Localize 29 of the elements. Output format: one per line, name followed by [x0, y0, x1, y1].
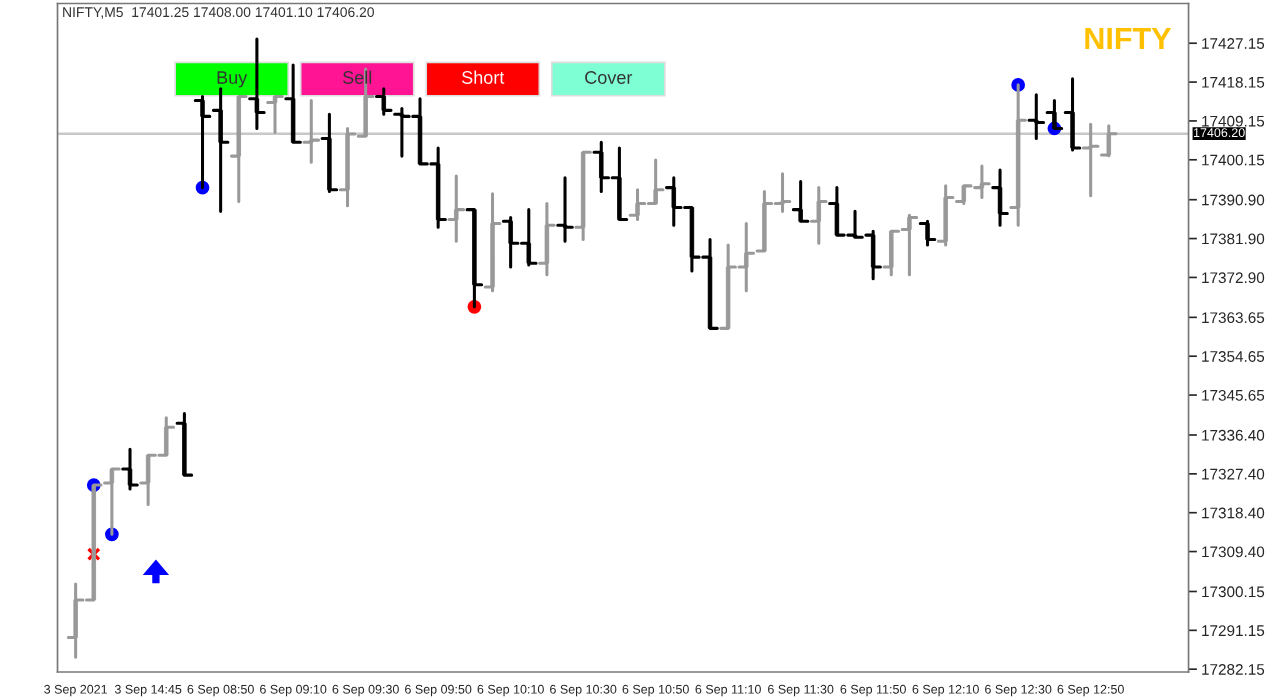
candlestick	[936, 184, 955, 247]
candlestick	[447, 174, 466, 243]
candlestick	[374, 87, 393, 116]
candlestick	[284, 63, 302, 144]
candlestick	[175, 411, 194, 477]
candlestick	[248, 37, 266, 131]
candlestick	[121, 447, 139, 491]
candlestick	[211, 87, 230, 213]
candlestick	[302, 98, 321, 164]
candlestick	[538, 202, 556, 277]
candlestick	[1063, 77, 1082, 152]
annotation: Buy	[217, 71, 248, 88]
text: NIFTY	[1085, 28, 1172, 50]
candlestick	[556, 176, 574, 243]
candlestick	[1100, 124, 1118, 158]
candlestick	[810, 186, 828, 245]
candlestick	[320, 112, 339, 194]
candlestick	[574, 150, 592, 241]
candlestick	[1081, 122, 1100, 198]
candlestick	[229, 95, 248, 203]
candlestick	[918, 219, 937, 247]
point	[86, 547, 101, 562]
candlestick	[266, 95, 284, 134]
candlestick	[483, 192, 502, 293]
candlestick	[991, 168, 1009, 227]
annotation: Short	[462, 70, 505, 84]
candlestick	[791, 180, 810, 223]
annotation: Cover	[585, 71, 633, 84]
candlestick	[1027, 93, 1046, 140]
